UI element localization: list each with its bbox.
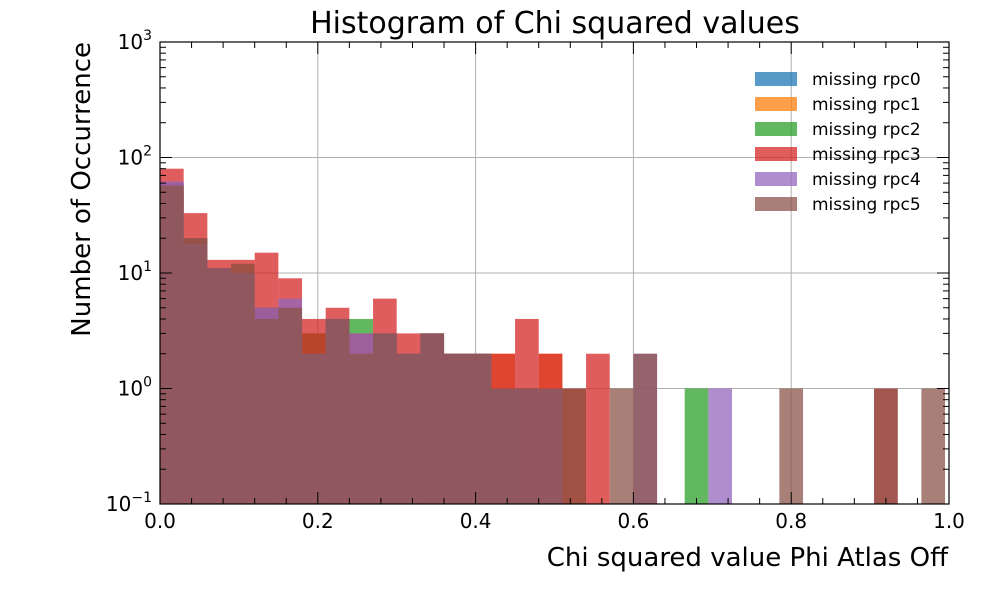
bar-5-21	[874, 388, 898, 504]
x-tick-label-0: 0.0	[144, 509, 176, 533]
legend: missing rpc0 missing rpc1 missing rpc2 miss…	[755, 70, 921, 215]
bar-5-7	[325, 318, 350, 504]
bar-5-6	[302, 353, 326, 504]
bar-5-16	[538, 388, 563, 504]
x-tick-label-1: 0.2	[302, 509, 334, 533]
bar-5-13	[467, 353, 492, 504]
bar-2-15	[684, 388, 709, 504]
legend-swatch-0	[755, 72, 797, 86]
bars-layer	[160, 168, 946, 505]
tick-marks	[159, 41, 950, 505]
y-tick-label-0: 10−1	[106, 490, 152, 516]
legend-swatch-2	[755, 122, 797, 136]
bar-3-18	[586, 353, 610, 504]
x-tick-label-5: 1.0	[933, 509, 965, 533]
bar-5-9	[373, 333, 397, 504]
x-tick-label-2: 0.4	[460, 509, 492, 533]
x-axis-label: Chi squared value Phi Atlas Off	[547, 543, 949, 573]
bar-5-0	[160, 185, 184, 504]
legend-item-3: missing rpc3	[755, 145, 921, 165]
y-tick-label-2: 101	[118, 259, 152, 285]
bar-5-3	[231, 263, 255, 504]
series-5	[160, 185, 946, 505]
y-tick-label-4: 103	[118, 28, 152, 54]
bar-5-11	[420, 333, 445, 504]
bar-5-5	[278, 307, 303, 504]
bar-5-2	[207, 268, 232, 504]
bar-5-1	[183, 238, 208, 505]
legend-label-3: missing rpc3	[812, 145, 921, 165]
bar-4-18	[708, 388, 733, 504]
bar-5-19	[633, 353, 658, 504]
bar-5-10	[396, 353, 421, 504]
bar-5-20	[779, 388, 804, 504]
legend-item-5: missing rpc5	[755, 195, 921, 215]
legend-label-4: missing rpc4	[812, 170, 921, 190]
bar-5-12	[444, 353, 468, 504]
bar-5-17	[562, 388, 587, 504]
bar-5-18	[609, 388, 634, 504]
legend-swatch-3	[755, 147, 797, 161]
legend-label-0: missing rpc0	[812, 70, 921, 90]
legend-swatch-1	[755, 97, 797, 111]
bar-5-4	[254, 318, 279, 504]
legend-item-0: missing rpc0	[755, 70, 921, 90]
legend-label-1: missing rpc1	[812, 95, 921, 115]
x-tick-labels: 0.0 0.2 0.4 0.6 0.8 1.0	[144, 509, 965, 533]
legend-label-5: missing rpc5	[812, 195, 921, 215]
chart-title: Histogram of Chi squared values	[310, 6, 800, 41]
legend-swatch-5	[755, 197, 797, 211]
y-tick-labels: 10−1 100 101 102 103	[106, 28, 152, 516]
x-tick-label-4: 0.8	[775, 509, 807, 533]
legend-label-2: missing rpc2	[812, 120, 921, 140]
bar-5-14	[491, 388, 516, 504]
legend-swatch-4	[755, 172, 797, 186]
x-tick-label-3: 0.6	[617, 509, 649, 533]
y-tick-label-1: 100	[118, 375, 152, 401]
legend-item-1: missing rpc1	[755, 95, 921, 115]
bar-5-15	[515, 388, 539, 504]
bar-5-22	[921, 388, 946, 504]
y-tick-label-3: 102	[118, 144, 152, 170]
y-axis-label: Number of Occurrence	[67, 42, 97, 337]
legend-item-2: missing rpc2	[755, 120, 921, 140]
legend-item-4: missing rpc4	[755, 170, 921, 190]
bar-5-8	[349, 353, 374, 504]
